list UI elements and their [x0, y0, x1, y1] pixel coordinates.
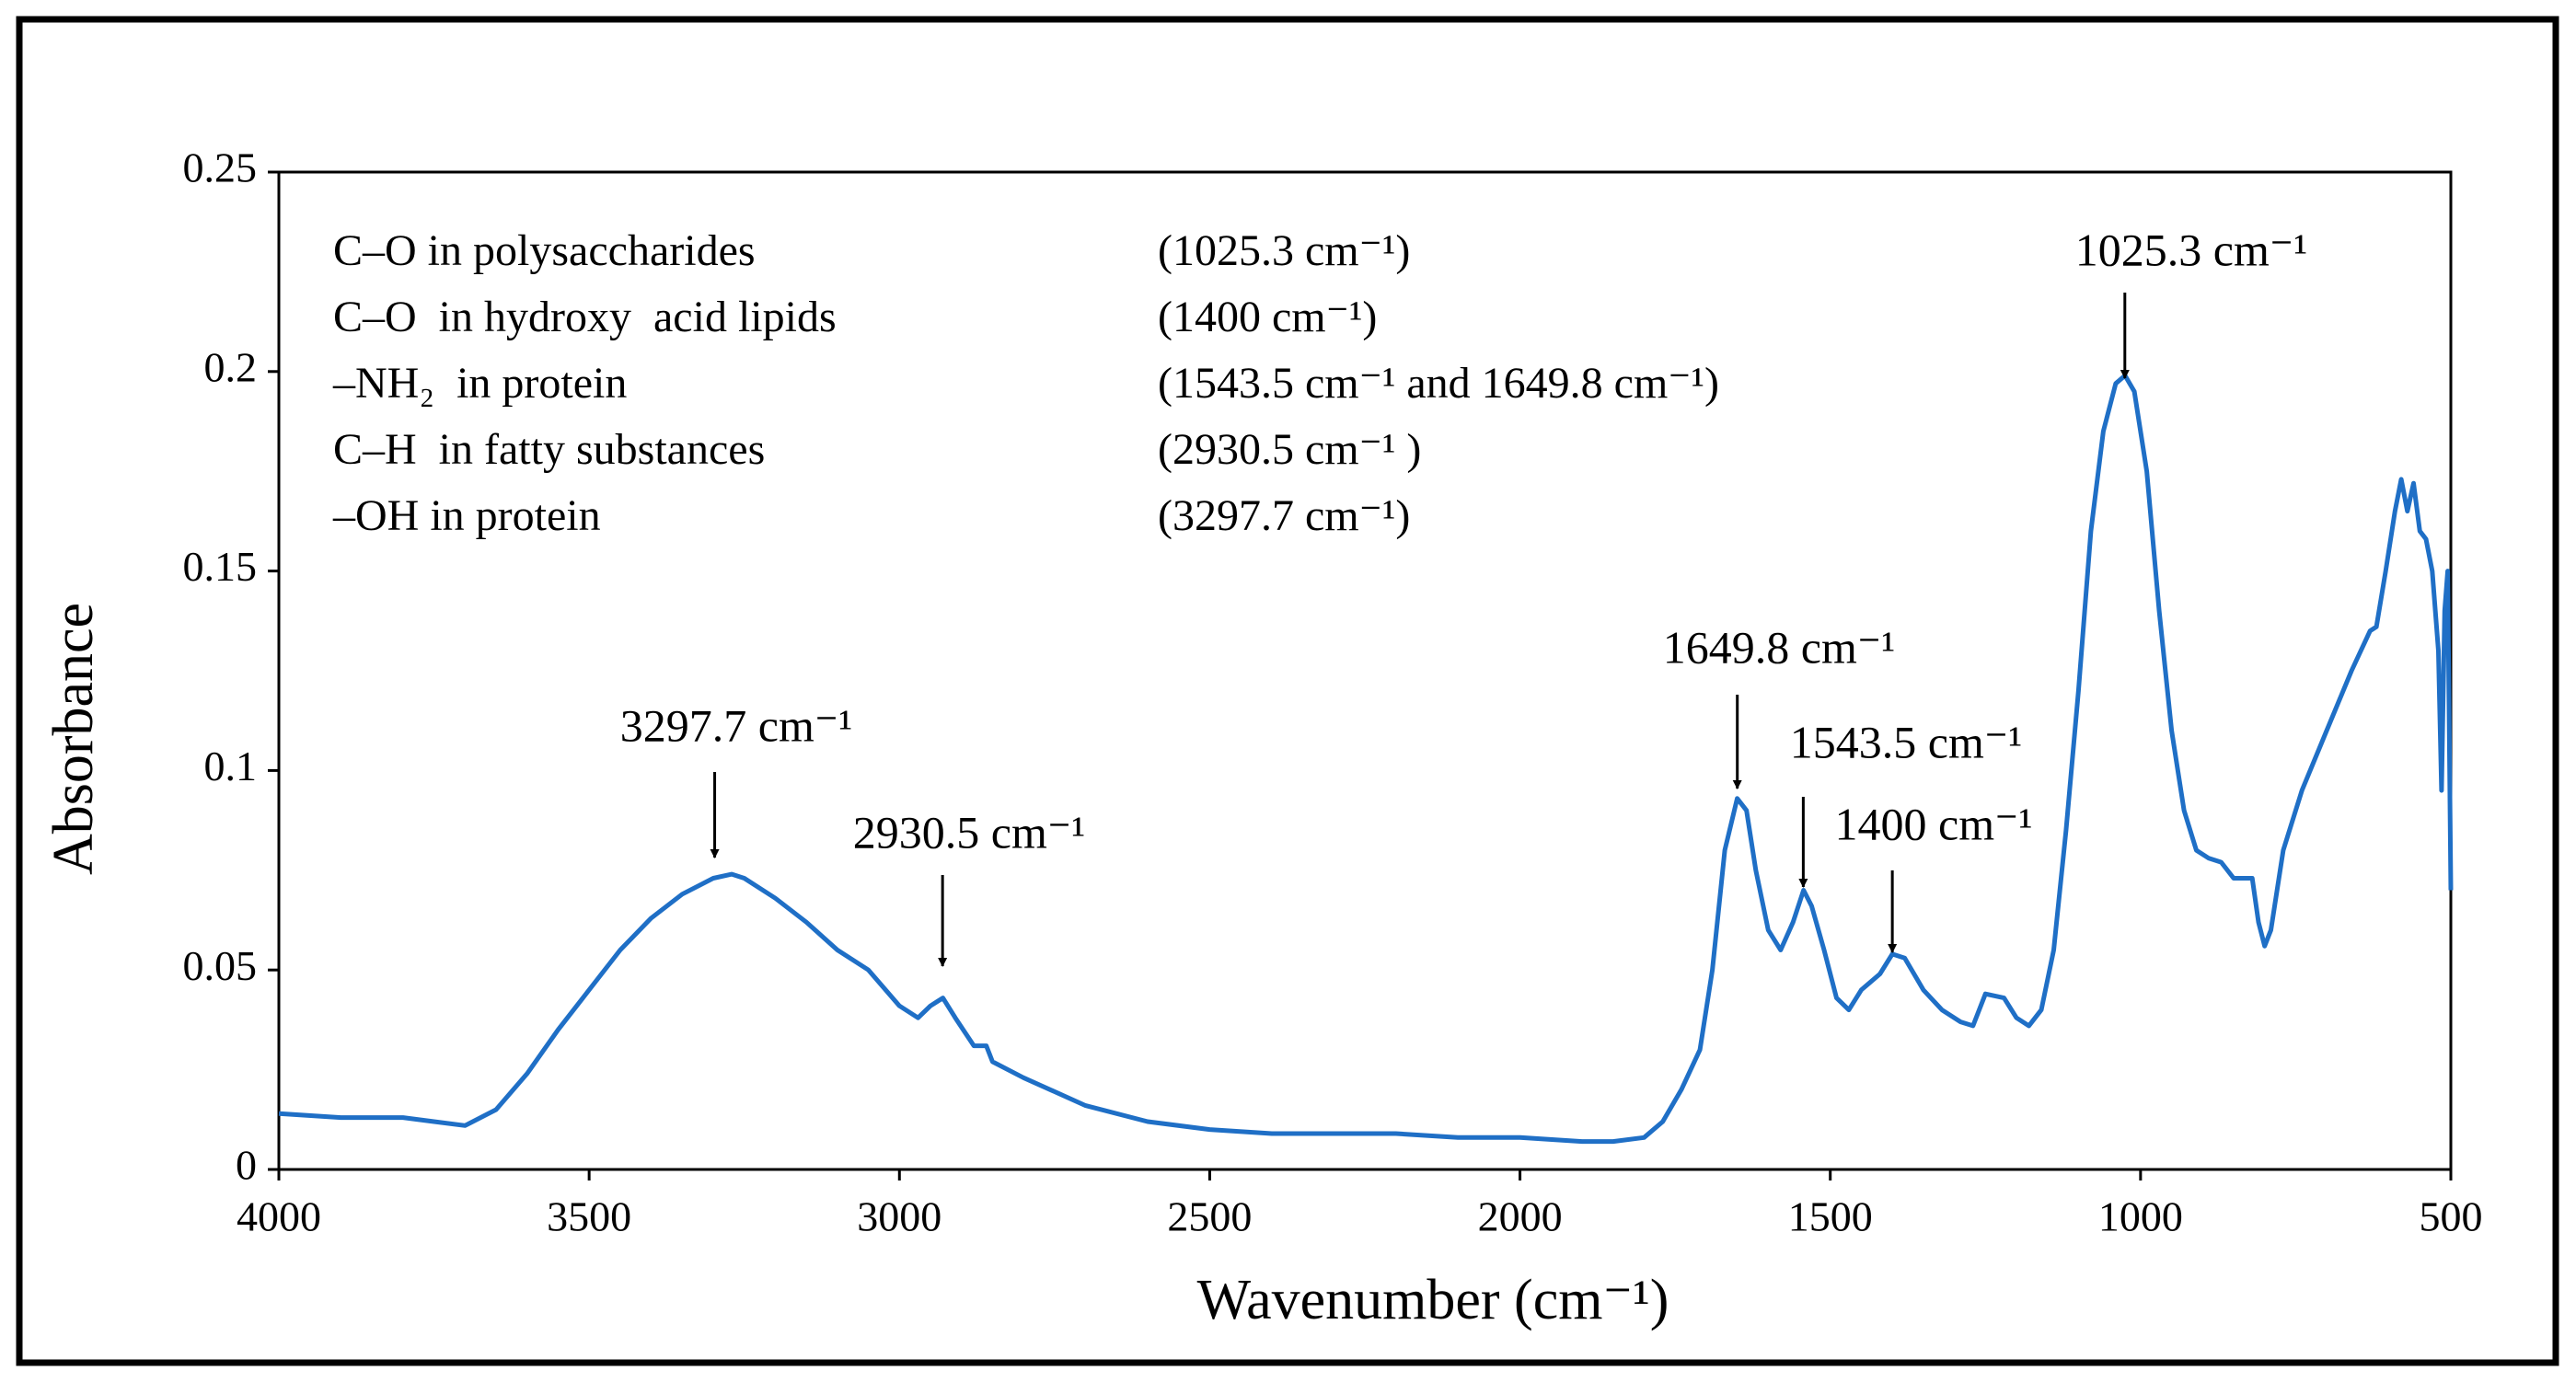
- y-tick-label: 0.15: [183, 543, 258, 590]
- x-tick-label: 3500: [547, 1193, 631, 1240]
- y-axis-title: Absorbance: [42, 603, 105, 875]
- assignment-band: (3297.7 cm⁻¹): [1158, 491, 1410, 540]
- frame: [16, 16, 2559, 1366]
- y-tick-label: 0: [236, 1142, 257, 1189]
- spectrum-line: [278, 373, 2454, 1145]
- assignment-band: (1025.3 cm⁻¹): [1158, 226, 1410, 275]
- assignment-band: (1400 cm⁻¹): [1158, 293, 1377, 341]
- assignment-band: (1543.5 cm⁻¹ and 1649.8 cm⁻¹): [1158, 359, 1719, 408]
- peak-label: 2930.5 cm⁻¹: [853, 806, 1085, 858]
- x-tick-label: 3000: [857, 1193, 941, 1240]
- assignment-group: C–H in fatty substances: [333, 425, 765, 474]
- assignment-band: (2930.5 cm⁻¹ ): [1158, 425, 1421, 474]
- peak-label: 1400 cm⁻¹: [1835, 798, 2033, 849]
- peak-label: 3297.7 cm⁻¹: [620, 699, 852, 751]
- y-tick-label: 0.1: [204, 743, 258, 789]
- x-tick-label: 4000: [237, 1193, 321, 1240]
- x-axis-title: Wavenumber (cm⁻¹): [1197, 1269, 1669, 1331]
- x-tick-label: 2500: [1167, 1193, 1252, 1240]
- peak-label: 1649.8 cm⁻¹: [1663, 621, 1895, 673]
- y-tick-label: 0.05: [183, 942, 258, 989]
- y-tick-label: 0.25: [183, 144, 258, 191]
- x-tick-label: 500: [2420, 1193, 2483, 1240]
- x-tick-label: 1000: [2098, 1193, 2183, 1240]
- x-tick-label: 2000: [1478, 1193, 1563, 1240]
- peak-label: 1025.3 cm⁻¹: [2075, 224, 2307, 275]
- assignment-group: C–O in polysaccharides: [333, 226, 756, 275]
- assignment-group: –NH₂ in protein: [332, 359, 627, 408]
- peak-label: 1543.5 cm⁻¹: [1790, 716, 2022, 767]
- assignment-group: –OH in protein: [332, 491, 601, 540]
- x-tick-label: 1500: [1788, 1193, 1873, 1240]
- assignment-group: C–O in hydroxy acid lipids: [333, 293, 837, 341]
- y-tick-label: 0.2: [204, 343, 258, 390]
